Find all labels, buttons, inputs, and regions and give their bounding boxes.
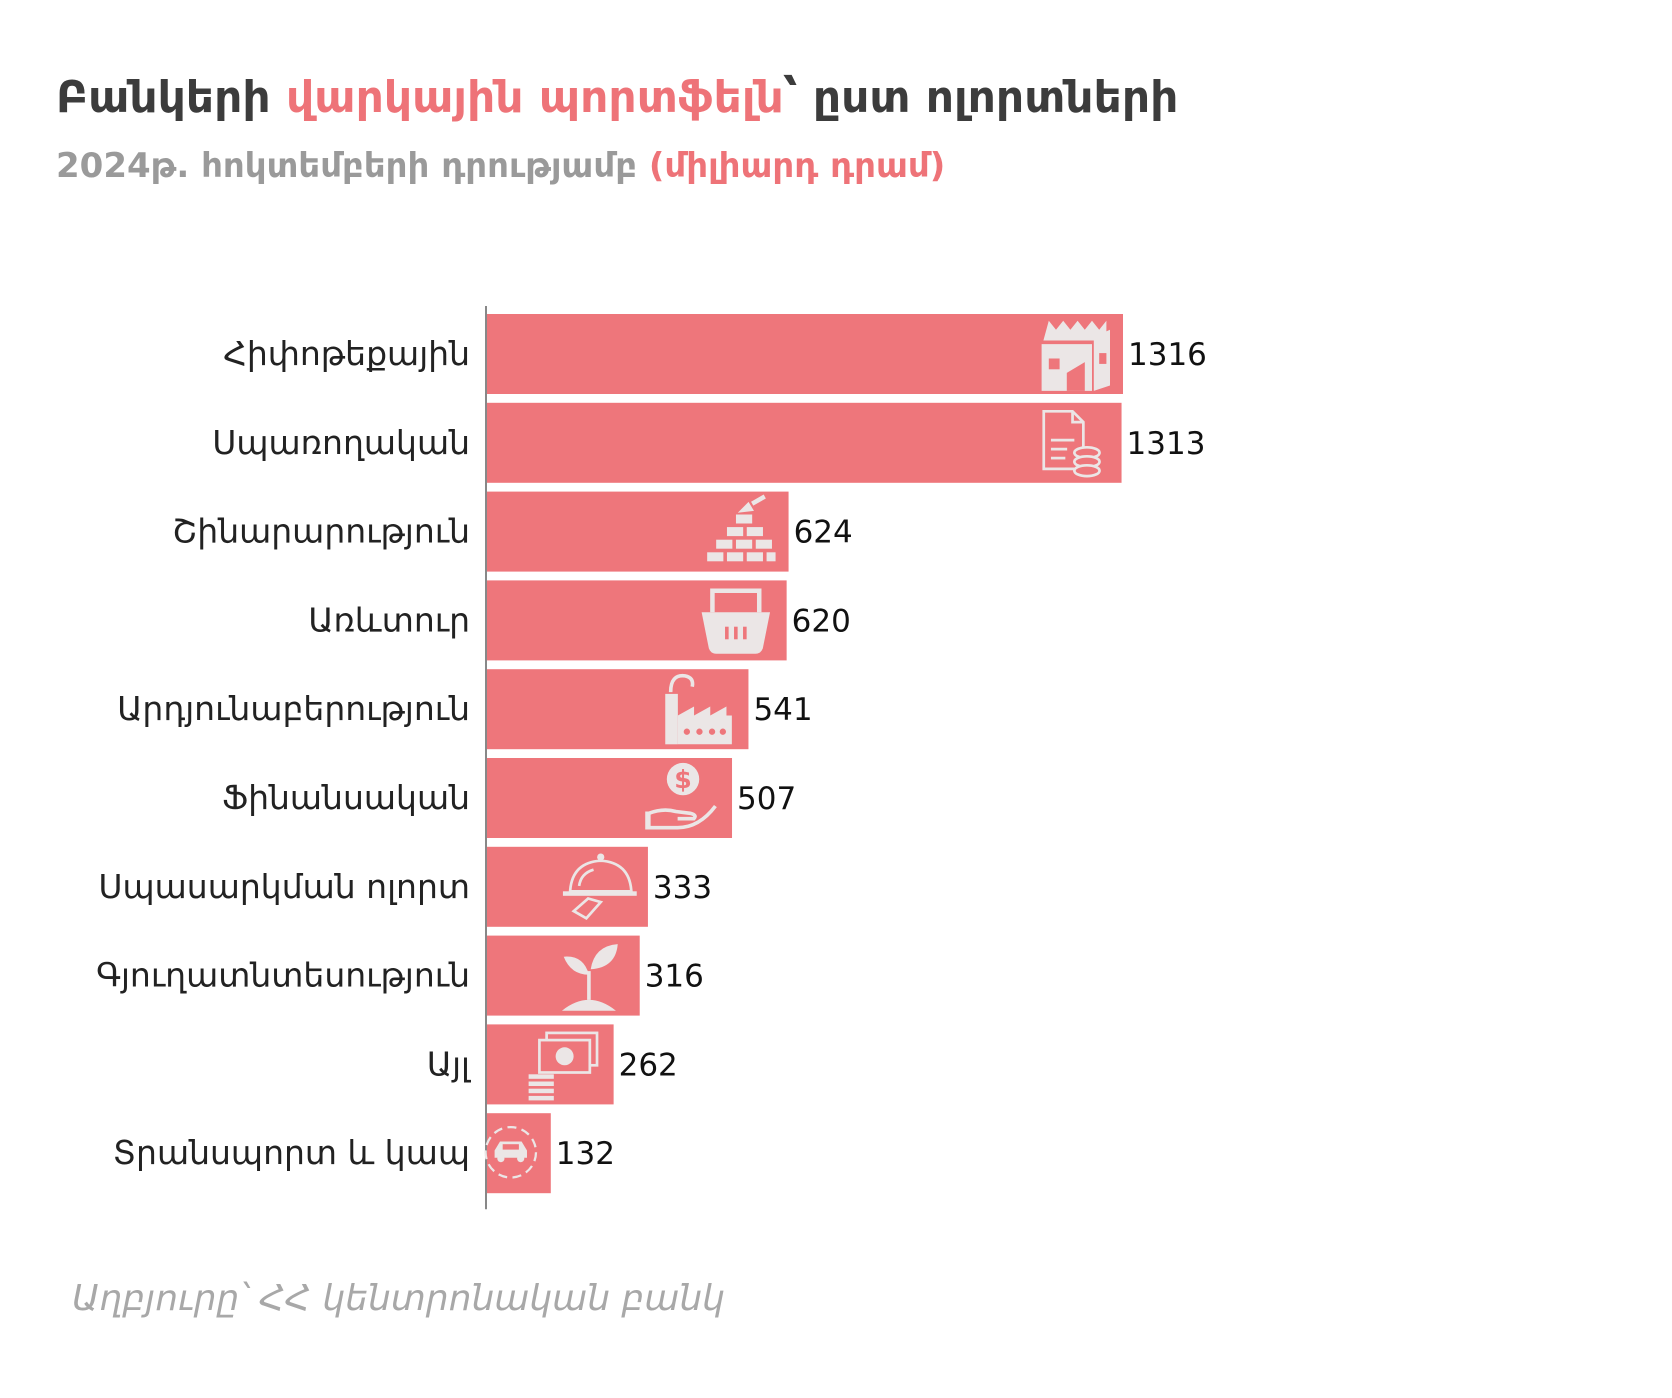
category-label: Սպասարկման ոլորտ	[98, 867, 470, 906]
value-label: 1316	[1128, 337, 1207, 373]
subtitle-unit: (միլիարդ դրամ)	[648, 146, 946, 186]
bar-3	[487, 491, 789, 572]
value-label: 507	[737, 781, 796, 817]
bricks-trowel-icon	[707, 494, 776, 562]
value-label: 316	[645, 959, 704, 995]
source-note: Աղբյուրը՝ ՀՀ կենտրոնական բանկ	[72, 1278, 725, 1319]
title-part-2: վարկային պորտֆելն	[286, 72, 784, 123]
value-label: 541	[753, 692, 812, 728]
category-label: Տրանսպորտ և կապ	[113, 1133, 470, 1172]
value-label: 132	[556, 1136, 615, 1172]
bar-7	[487, 846, 648, 927]
value-label: 262	[619, 1047, 678, 1083]
value-label: 620	[792, 603, 851, 639]
plant-icon	[561, 944, 618, 1011]
cloche-icon	[562, 853, 637, 921]
title-part-1: Բանկերի	[56, 72, 287, 123]
category-label: Այլ	[427, 1044, 471, 1083]
category-label: Ֆինանսական	[222, 778, 470, 817]
chart-subtitle: 2024թ. հոկտեմբերի դրությամբ (միլիարդ դրա…	[56, 146, 945, 186]
svg-text:$: $	[674, 765, 692, 794]
cash-stack-icon	[528, 1031, 599, 1101]
hand-dollar-icon: $	[645, 762, 717, 830]
category-label: Գյուղատնտեսություն	[96, 956, 470, 995]
car-icon	[484, 1125, 538, 1179]
bar-2	[487, 402, 1122, 483]
category-label: Սպառողական	[212, 423, 470, 462]
chart-title: Բանկերի վարկային պորտֆելն՝ ըստ ոլորտների	[56, 72, 1178, 123]
house-icon	[1041, 320, 1110, 391]
value-label: 1313	[1127, 426, 1206, 462]
document-coins-icon	[1042, 409, 1101, 478]
factory-icon	[665, 673, 732, 745]
category-label: Շինարարություն	[172, 512, 470, 551]
title-part-3: ՝ ըստ ոլորտների	[783, 72, 1179, 123]
subtitle-part-1: 2024թ. հոկտեմբերի դրությամբ	[56, 146, 649, 186]
category-label: Արդյունաբերություն	[117, 689, 470, 728]
bar-1	[487, 314, 1123, 394]
value-label: 624	[794, 515, 853, 551]
value-label: 333	[653, 870, 712, 906]
basket-icon	[701, 588, 771, 654]
category-label: Հիփոթեքային	[223, 334, 470, 373]
category-label: Առևտուր	[308, 600, 470, 639]
